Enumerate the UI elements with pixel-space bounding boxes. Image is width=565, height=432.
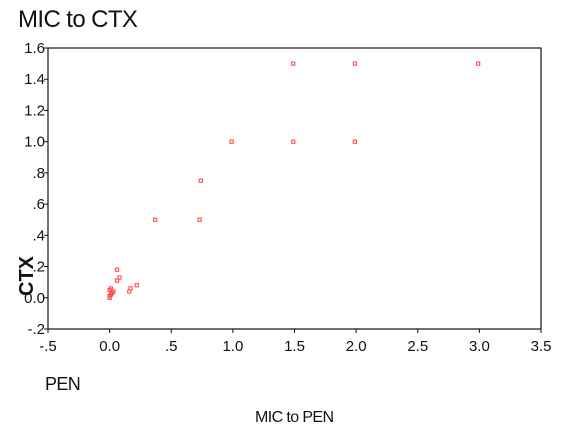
- scatter-point: [108, 286, 113, 291]
- scatter-point: [117, 275, 122, 280]
- x-axis-tick-label: -.5: [39, 338, 57, 355]
- scatter-point: [198, 178, 203, 183]
- x-axis-tick-label: 2.0: [346, 338, 367, 355]
- y-axis-tick-label: 1.2: [24, 102, 45, 119]
- scatter-point: [352, 61, 357, 66]
- scatter-point: [114, 267, 120, 272]
- y-axis-tick-label: 1.6: [24, 40, 45, 57]
- y-axis-tick-label: .8: [32, 165, 45, 182]
- scatter-point: [114, 278, 120, 283]
- scatter-point: [134, 283, 139, 288]
- x-axis-label: PEN: [45, 374, 81, 394]
- scatter-point: [197, 217, 202, 222]
- plot-frame: [47, 47, 542, 330]
- scatter-point: [153, 217, 158, 222]
- scatter-point: [291, 139, 296, 144]
- scatter-point: [111, 289, 116, 294]
- x-axis-tick-label: 1.0: [222, 338, 243, 355]
- scatter-point: [128, 286, 133, 291]
- y-axis-tick-label: 0.0: [24, 290, 45, 307]
- y-axis-tick-label: -.2: [27, 321, 45, 338]
- y-axis-tick-label: .4: [32, 227, 45, 244]
- x-axis-tick-label: 3.5: [531, 338, 552, 355]
- y-axis-tick-label: .6: [32, 196, 45, 213]
- scatter-point: [291, 61, 296, 66]
- chart-title: MIC to CTX: [18, 6, 138, 33]
- y-axis-tick-label: .2: [32, 259, 45, 276]
- x-axis-tick-label: .5: [165, 338, 178, 355]
- x-axis-tick-label: 3.0: [469, 338, 490, 355]
- scatter-point: [476, 61, 481, 66]
- scatter-point: [229, 139, 234, 144]
- scatter-point: [352, 139, 357, 144]
- x-axis-tick-label: 2.5: [407, 338, 428, 355]
- chart-caption: MIC to PEN: [255, 409, 334, 426]
- y-axis-tick-label: 1.4: [24, 71, 45, 88]
- y-axis-tick-label: 1.0: [24, 134, 45, 151]
- x-axis-tick-label: 0.0: [99, 338, 120, 355]
- x-axis-tick-label: 1.5: [284, 338, 305, 355]
